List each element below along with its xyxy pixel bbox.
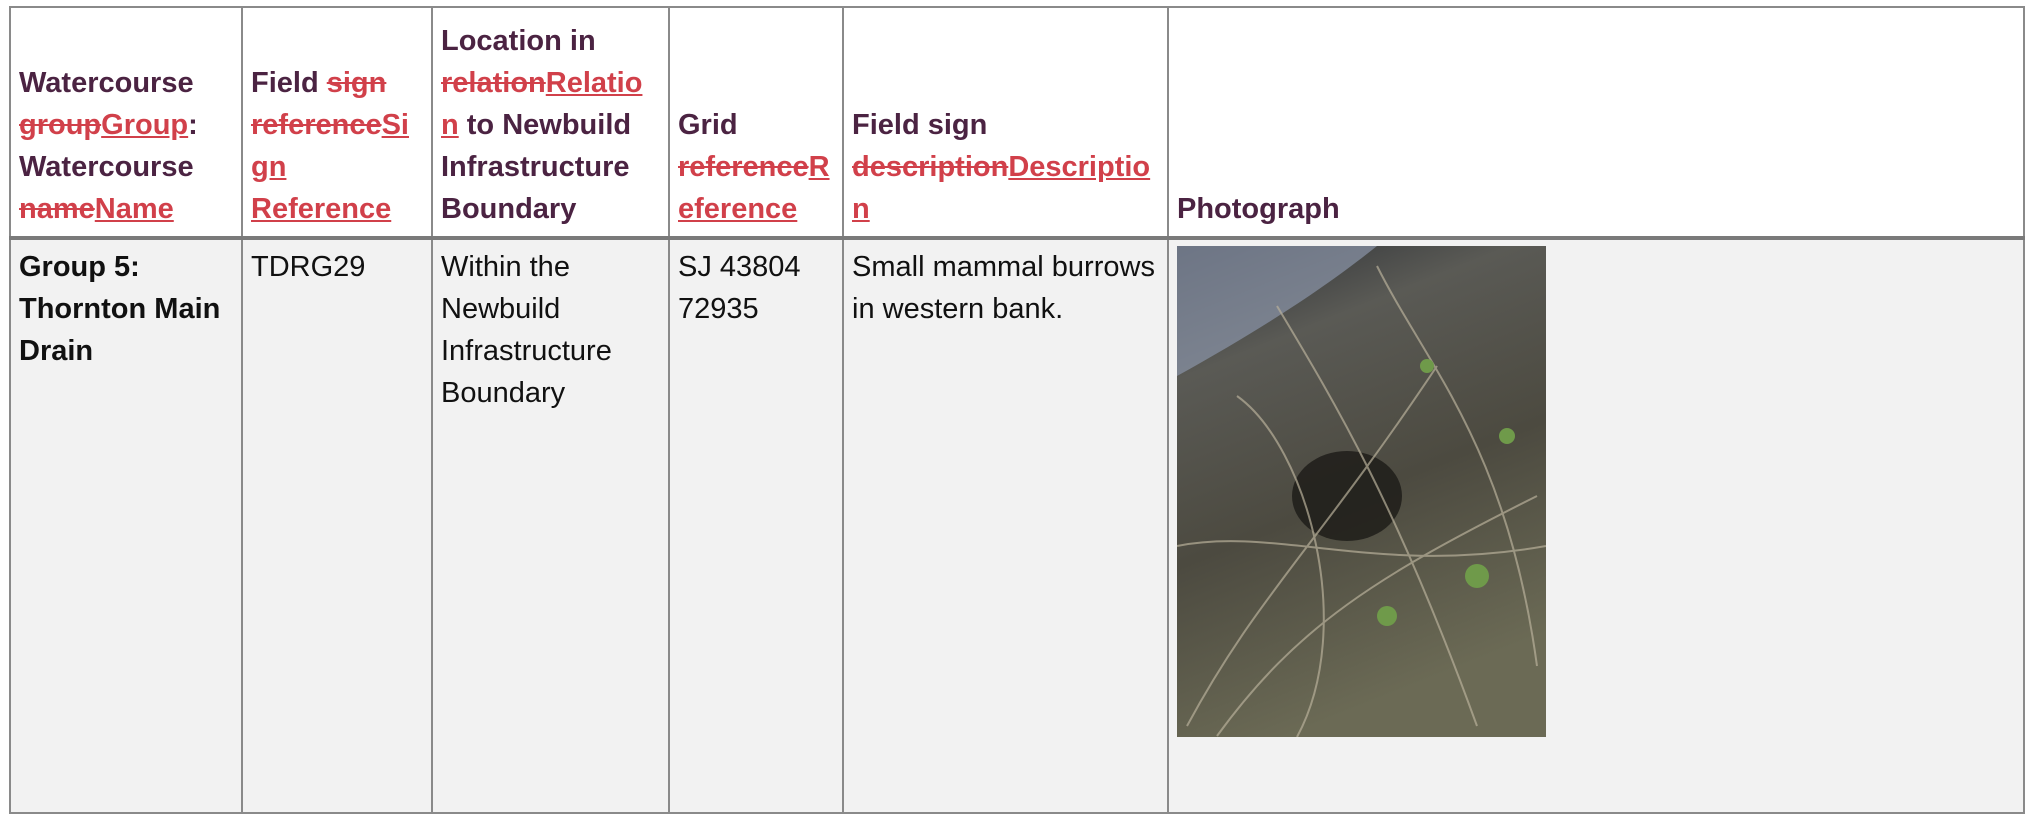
inserted-text: Group [101, 109, 189, 141]
inserted-text: Reference [678, 151, 830, 225]
photograph [1177, 246, 1546, 737]
deleted-text: description [852, 151, 1009, 183]
table-cell: TDRG29 [241, 237, 433, 814]
deleted-text: relation [441, 67, 546, 99]
header-cell: Location in relationRelation to Newbuild… [431, 6, 670, 240]
header-cell: Grid referenceReference [668, 6, 844, 240]
inserted-text: Sign Reference [251, 109, 409, 225]
header-text: Field [251, 67, 327, 99]
deleted-text: group [19, 109, 102, 141]
inserted-text: Relation [441, 67, 643, 141]
inserted-text: Name [94, 193, 174, 225]
inserted-text: Description [852, 151, 1151, 225]
photo-cell [1167, 237, 2025, 814]
header-text: Field sign [852, 109, 988, 141]
header-text: Watercourse [19, 67, 194, 99]
header-cell: Field sign referenceSign Reference [241, 6, 433, 240]
page: Watercourse groupGroup: Watercourse name… [9, 6, 2025, 814]
deleted-text: sign reference [251, 67, 387, 141]
document-table: Watercourse groupGroup: Watercourse name… [9, 6, 2025, 814]
header-text: to Newbuild Infrastructure Boundary [441, 109, 632, 225]
header-cell: Field sign descriptionDescription [842, 6, 1169, 240]
header-text: Photograph [1177, 193, 1340, 225]
header-text: : Watercourse [19, 109, 198, 183]
table-cell: Group 5: Thornton Main Drain [9, 237, 243, 814]
table-row: Group 5: Thornton Main Drain TDRG29 Within… [9, 237, 2025, 814]
deleted-text: reference [678, 151, 809, 183]
header-text: Location in [441, 25, 596, 57]
table-cell: SJ 43804 72935 [668, 237, 844, 814]
header-text: Grid [678, 109, 738, 141]
header-cell: Watercourse groupGroup: Watercourse name… [9, 6, 243, 240]
table-cell: Within the Newbuild Infrastructure Bound… [431, 237, 670, 814]
table-cell: Small mammal burrows in western bank. [842, 237, 1169, 814]
header-row: Watercourse groupGroup: Watercourse name… [9, 6, 2025, 240]
deleted-text: name [19, 193, 95, 225]
header-cell: Photograph [1167, 6, 2025, 240]
